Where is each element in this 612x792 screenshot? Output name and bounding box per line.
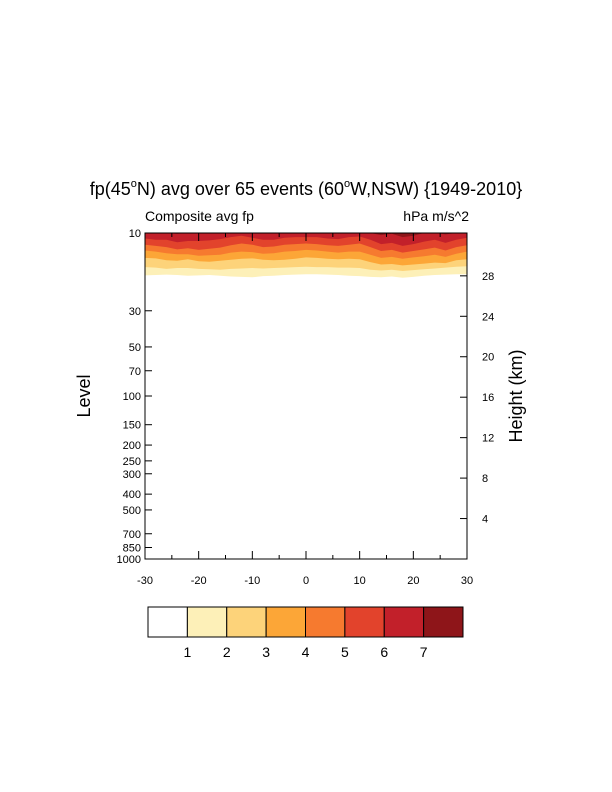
y-tick-label: 150 [123,420,141,432]
title-part-1: fp(45 [90,179,131,199]
y-tick-label: 100 [123,391,141,403]
x-tick-label: 30 [461,575,473,587]
y-tick-label: 850 [123,542,141,554]
y2-tick-label: 28 [482,271,494,283]
left-subtitle: Composite avg fp [145,208,254,224]
colorbar-box [226,606,267,638]
y2-tick-label: 24 [482,311,494,323]
x-tick-label: 20 [407,575,419,587]
colorbar-label: 4 [302,644,310,660]
y-tick-label: 250 [123,456,141,468]
colorbar-label: 1 [183,644,191,660]
x-tick-label: -20 [191,575,207,587]
x-tick-label: 10 [354,575,366,587]
title-superscript-1: o [131,178,137,190]
colorbar-label: 5 [341,644,349,660]
y2-tick-label: 20 [482,352,494,364]
title-part-2: N) avg over 65 events (60 [137,179,344,199]
title-superscript-2: o [344,178,350,190]
y-tick-label: 500 [123,505,141,517]
chart-title: fp(45oN) avg over 65 events (60oW,NSW) {… [90,178,522,199]
y-tick-label: 300 [123,469,141,481]
colorbar-box [423,606,464,638]
title-part-3: W,NSW) {1949-2010} [350,179,522,199]
x-tick-label: 0 [303,575,309,587]
colorbar-label: 6 [380,644,388,660]
colorbar-label: 2 [223,644,231,660]
y-tick-label: 10 [129,228,141,240]
plot-frame [144,232,468,560]
y-tick-label: 200 [123,440,141,452]
y-tick-label: 50 [129,342,141,354]
x-tick-label: -10 [244,575,260,587]
y-tick-label: 700 [123,529,141,541]
colorbar-box [344,606,385,638]
y-tick-label: 30 [129,306,141,318]
x-axis: -30 -20 -10 0 10 20 30 [137,233,473,587]
y-tick-label: 1000 [117,554,141,566]
x-tick-label: -30 [137,575,153,587]
colorbar-box [186,606,228,638]
y2-tick-label: 4 [482,514,488,526]
y2-tick-label: 12 [482,433,494,445]
colorbar-box [383,606,425,638]
y2-tick-label: 16 [482,392,494,404]
colorbar-box [305,606,346,638]
y-axis-label: Level [74,374,94,417]
right-subtitle: hPa m/s^2 [403,208,469,224]
y2-axis-label: Height (km) [506,349,526,442]
y2-tick-label: 8 [482,473,488,485]
colorbar-label: 3 [262,644,270,660]
y-tick-label: 70 [129,366,141,378]
colorbar-box [265,606,306,638]
y-axis-right: 4 8 12 16 20 24 28 [460,271,494,526]
y-tick-label: 400 [123,489,141,501]
contour-fill-group [145,233,467,278]
colorbar-label: 7 [420,644,428,660]
colorbar-box [147,606,188,638]
colorbar: 1 2 3 4 5 6 7 [147,606,464,660]
